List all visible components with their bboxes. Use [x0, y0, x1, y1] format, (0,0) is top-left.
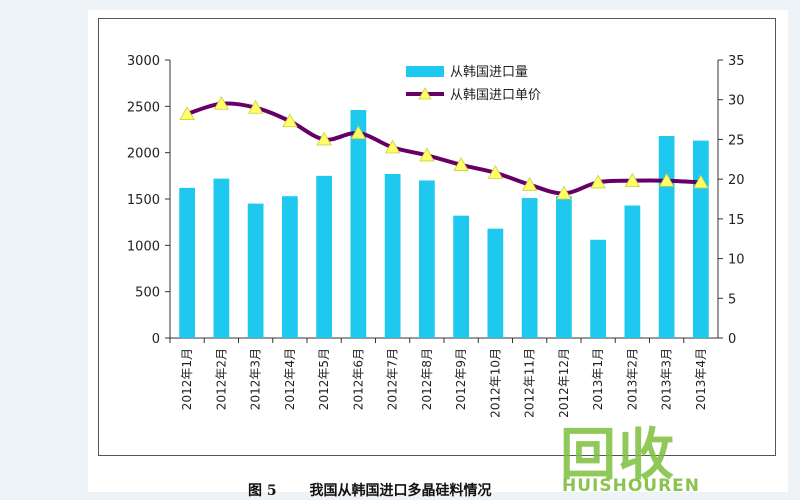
x-tick-label: 2013年3月 — [660, 348, 674, 410]
price-marker — [487, 164, 504, 179]
y-left-tick-label: 1000 — [127, 239, 160, 254]
price-marker — [179, 106, 195, 121]
bar — [316, 175, 333, 338]
y-right-tick-label: 5 — [728, 292, 736, 307]
x-tick-label: 2012年3月 — [249, 348, 263, 410]
x-tick-label: 2012年9月 — [454, 348, 468, 410]
bar — [658, 135, 675, 338]
x-tick-label: 2012年6月 — [351, 348, 365, 410]
y-left-tick-label: 2500 — [127, 100, 160, 115]
bar — [692, 140, 709, 338]
price-marker — [693, 174, 709, 189]
bar — [487, 228, 504, 338]
y-left-tick-label: 0 — [152, 332, 160, 347]
price-marker — [419, 147, 435, 162]
price-marker — [384, 139, 401, 154]
x-tick-label: 2012年4月 — [283, 348, 297, 410]
y-right-tick-label: 0 — [728, 332, 736, 347]
figure-title: 我国从韩国进口多晶硅料情况 — [309, 483, 492, 499]
import-chart: 0 500 1000 1500 2000 2500 3000 0 5 10 15 20 25 30 35 20… — [127, 54, 745, 418]
price-marker — [316, 131, 332, 146]
y-right-tick-label: 25 — [728, 133, 745, 148]
bar — [247, 203, 264, 338]
figure-caption: 图 5 我国从韩国进口多晶硅料情况 — [248, 480, 492, 500]
x-tick-label: 2013年4月 — [694, 348, 708, 410]
price-line — [186, 101, 701, 196]
y-right-tick-label: 35 — [728, 54, 745, 69]
bar — [521, 198, 538, 338]
y-left-tick-label: 3000 — [127, 54, 160, 69]
x-tick-label: 2012年8月 — [420, 348, 434, 410]
price-marker — [521, 176, 538, 191]
bar — [453, 215, 470, 338]
bar — [418, 180, 435, 338]
bar — [281, 196, 298, 338]
price-marker — [556, 185, 572, 200]
bar — [384, 173, 401, 338]
bar — [213, 178, 230, 338]
y-left-tick-label: 500 — [135, 286, 160, 301]
x-tick-label: 2012年11月 — [523, 348, 537, 418]
figure-sheet: 0 500 1000 1500 2000 2500 3000 0 5 10 15 20 25 30 35 20… — [88, 10, 788, 499]
x-tick-label: 2012年10月 — [488, 348, 502, 418]
bar — [624, 205, 641, 338]
legend-line-marker — [418, 87, 432, 100]
bar — [555, 196, 572, 338]
x-tick-label: 2013年2月 — [625, 348, 639, 410]
price-marker — [658, 172, 675, 187]
legend-bar-swatch — [406, 66, 444, 77]
x-tick-label: 2012年5月 — [317, 348, 331, 410]
bar — [350, 110, 367, 338]
x-tick-label: 2012年1月 — [180, 348, 194, 410]
y-right-tick-label: 20 — [728, 173, 745, 188]
watermark-text: 回收 — [560, 423, 676, 488]
x-tick-label: 2012年2月 — [214, 348, 228, 410]
legend-bar-label: 从韩国进口量 — [450, 65, 528, 80]
x-tick-label: 2012年12月 — [557, 348, 571, 418]
legend-line-label: 从韩国进口单价 — [450, 88, 541, 103]
x-tick-label: 2012年7月 — [386, 348, 400, 410]
price-marker — [350, 125, 367, 140]
y-left-tick-label: 1500 — [127, 193, 160, 208]
price-marker — [213, 95, 230, 110]
figure-number: 图 5 — [248, 483, 277, 499]
bar — [590, 239, 607, 338]
x-tick-label: 2013年1月 — [591, 348, 605, 410]
y-right-tick-label: 15 — [728, 213, 745, 228]
y-right-tick-label: 30 — [728, 94, 745, 109]
bar — [179, 187, 196, 338]
price-marker — [282, 113, 298, 128]
y-left-tick-label: 2000 — [127, 147, 160, 162]
price-marker — [590, 174, 606, 189]
y-right-tick-label: 10 — [728, 253, 745, 268]
watermark-subtext: HUISHOUREN — [562, 476, 701, 496]
watermark-logo: 回收 HUISHOUREN — [540, 410, 785, 498]
price-marker — [247, 99, 264, 114]
price-marker — [453, 157, 469, 171]
price-marker — [624, 172, 641, 187]
